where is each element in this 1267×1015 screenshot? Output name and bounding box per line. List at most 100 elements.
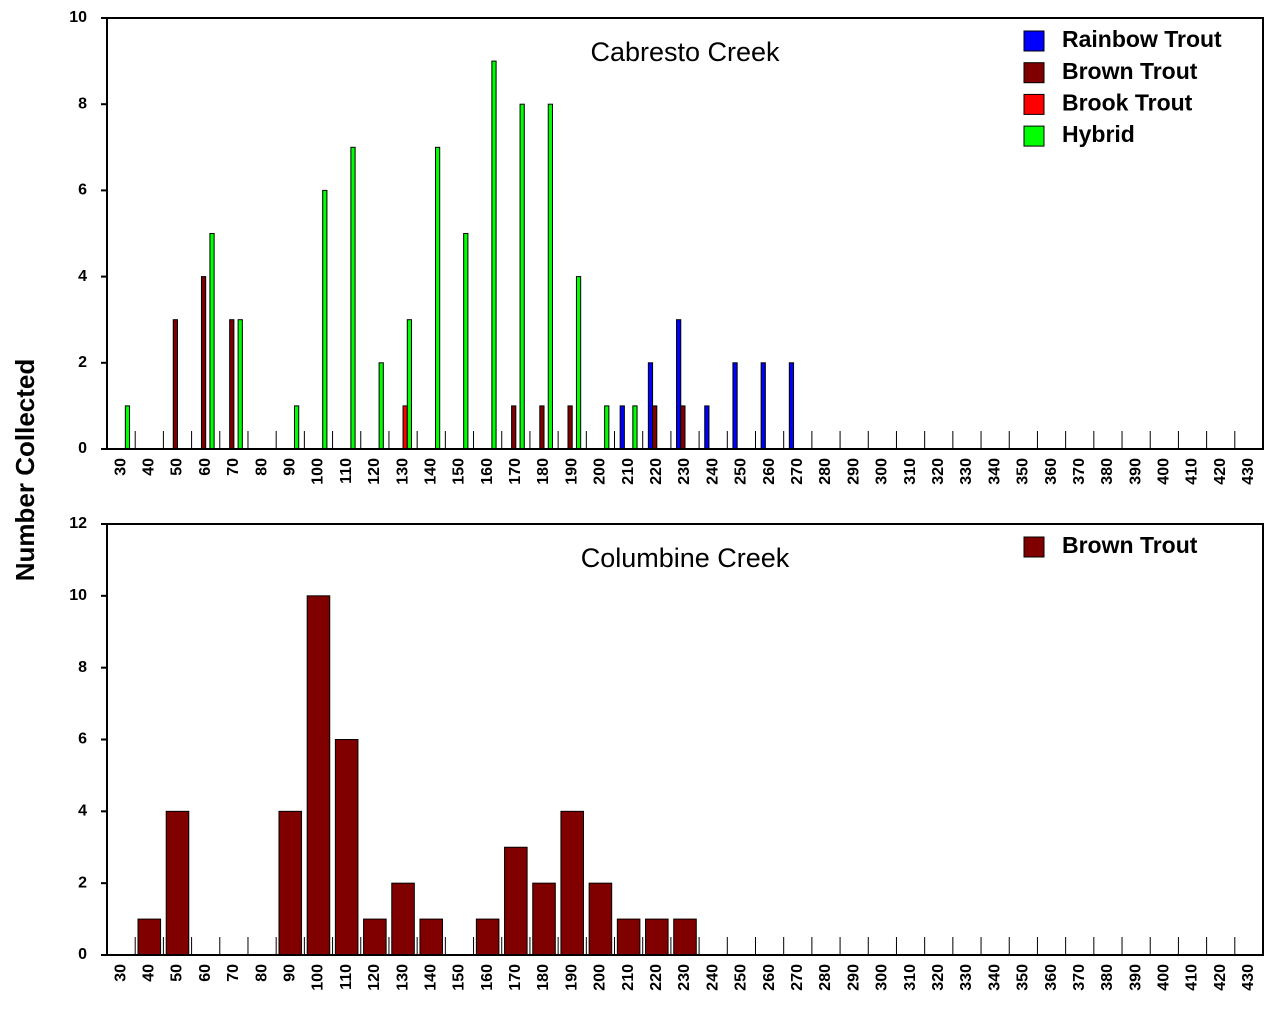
bar bbox=[732, 362, 738, 450]
x-tick-label: 160 bbox=[479, 964, 496, 991]
y-tick-label: 0 bbox=[78, 440, 87, 457]
y-tick-label: 2 bbox=[78, 354, 87, 371]
x-tick-label: 110 bbox=[338, 458, 355, 484]
x-tick-label: 70 bbox=[225, 964, 242, 982]
bar bbox=[322, 189, 328, 450]
x-tick-label: 50 bbox=[169, 458, 186, 476]
bar bbox=[137, 918, 162, 956]
x-tick-label: 280 bbox=[817, 964, 834, 991]
x-tick-label: 130 bbox=[394, 458, 411, 485]
x-tick-label: 270 bbox=[789, 964, 806, 991]
bar bbox=[229, 319, 235, 450]
bar bbox=[619, 405, 625, 450]
x-tick-label: 40 bbox=[141, 964, 158, 982]
x-tick-label: 280 bbox=[817, 458, 834, 485]
bar bbox=[165, 810, 190, 956]
y-tick-label: 10 bbox=[69, 9, 87, 26]
x-tick-label: 300 bbox=[874, 964, 891, 991]
x-tick-label: 60 bbox=[197, 964, 214, 982]
bar bbox=[588, 882, 613, 956]
chart-title: Columbine Creek bbox=[581, 543, 790, 573]
x-tick-label: 380 bbox=[1099, 458, 1116, 485]
y-tick-label: 2 bbox=[78, 874, 87, 891]
bar bbox=[673, 918, 697, 956]
y-tick-label: 4 bbox=[78, 803, 87, 820]
x-tick-label: 220 bbox=[648, 458, 665, 485]
bar bbox=[363, 918, 387, 956]
bar bbox=[463, 233, 469, 450]
x-tick-label: 400 bbox=[1156, 458, 1173, 485]
x-tick-label: 310 bbox=[902, 964, 919, 991]
bar bbox=[504, 846, 528, 956]
bar bbox=[306, 595, 331, 956]
x-tick-label: 350 bbox=[1015, 458, 1032, 485]
x-tick-label: 430 bbox=[1240, 458, 1257, 485]
x-tick-label: 370 bbox=[1071, 964, 1088, 991]
x-tick-label: 170 bbox=[507, 964, 524, 991]
bar bbox=[293, 405, 300, 450]
x-tick-label: 220 bbox=[648, 964, 665, 991]
bar bbox=[172, 319, 178, 450]
x-tick-label: 410 bbox=[1184, 964, 1201, 991]
bar bbox=[406, 319, 413, 450]
bar bbox=[391, 882, 415, 956]
x-tick-label: 330 bbox=[958, 964, 975, 991]
x-tick-label: 340 bbox=[986, 458, 1003, 485]
x-tick-label: 370 bbox=[1071, 458, 1088, 485]
x-tick-label: 300 bbox=[874, 458, 891, 485]
y-tick-label: 8 bbox=[78, 659, 87, 676]
x-tick-label: 30 bbox=[112, 458, 129, 476]
legend-swatch bbox=[1023, 62, 1045, 84]
x-tick-label: 150 bbox=[451, 458, 468, 485]
x-tick-label: 310 bbox=[902, 458, 919, 485]
x-tick-label: 360 bbox=[1043, 964, 1060, 991]
x-tick-label: 230 bbox=[676, 964, 693, 991]
legend-swatch bbox=[1023, 93, 1045, 115]
x-tick-label: 400 bbox=[1156, 964, 1173, 991]
x-tick-label: 190 bbox=[563, 458, 580, 485]
x-tick-label: 350 bbox=[1015, 964, 1032, 991]
bar bbox=[237, 319, 243, 450]
bar bbox=[760, 362, 766, 450]
x-tick-label: 210 bbox=[620, 964, 637, 991]
x-tick-label: 420 bbox=[1212, 458, 1229, 485]
legend-swatch bbox=[1023, 536, 1045, 558]
x-tick-label: 230 bbox=[676, 458, 693, 485]
bar bbox=[788, 362, 795, 450]
x-tick-label: 320 bbox=[930, 964, 947, 991]
x-tick-label: 120 bbox=[366, 458, 383, 485]
legend-label: Brown Trout bbox=[1062, 532, 1198, 558]
bar bbox=[350, 146, 356, 450]
bar bbox=[647, 362, 654, 450]
x-tick-label: 260 bbox=[761, 964, 778, 991]
x-tick-label: 250 bbox=[733, 964, 750, 991]
x-tick-label: 180 bbox=[535, 964, 552, 991]
bar bbox=[511, 405, 517, 450]
y-tick-label: 0 bbox=[78, 946, 87, 963]
bar bbox=[419, 918, 444, 956]
bar bbox=[676, 319, 682, 450]
chart-title: Cabresto Creek bbox=[590, 37, 780, 67]
plot-frame bbox=[106, 17, 1264, 450]
x-tick-label: 330 bbox=[958, 458, 975, 485]
x-tick-label: 210 bbox=[620, 458, 637, 485]
bar bbox=[532, 882, 556, 956]
x-tick-label: 200 bbox=[592, 964, 609, 991]
bar bbox=[434, 146, 441, 450]
bar bbox=[209, 233, 215, 450]
bar bbox=[632, 405, 638, 450]
bar bbox=[491, 60, 497, 450]
x-tick-label: 290 bbox=[845, 458, 862, 485]
x-tick-label: 260 bbox=[761, 458, 778, 485]
x-tick-label: 90 bbox=[281, 964, 298, 982]
bar bbox=[645, 918, 669, 956]
x-tick-label: 390 bbox=[1127, 964, 1144, 991]
legend-swatch bbox=[1023, 125, 1045, 147]
bar bbox=[567, 405, 573, 450]
x-tick-label: 170 bbox=[507, 458, 524, 485]
y-tick-label: 8 bbox=[78, 95, 87, 112]
x-tick-label: 110 bbox=[338, 964, 355, 990]
x-tick-label: 100 bbox=[310, 964, 327, 991]
x-tick-label: 40 bbox=[141, 458, 158, 476]
legend-swatch bbox=[1023, 30, 1045, 52]
